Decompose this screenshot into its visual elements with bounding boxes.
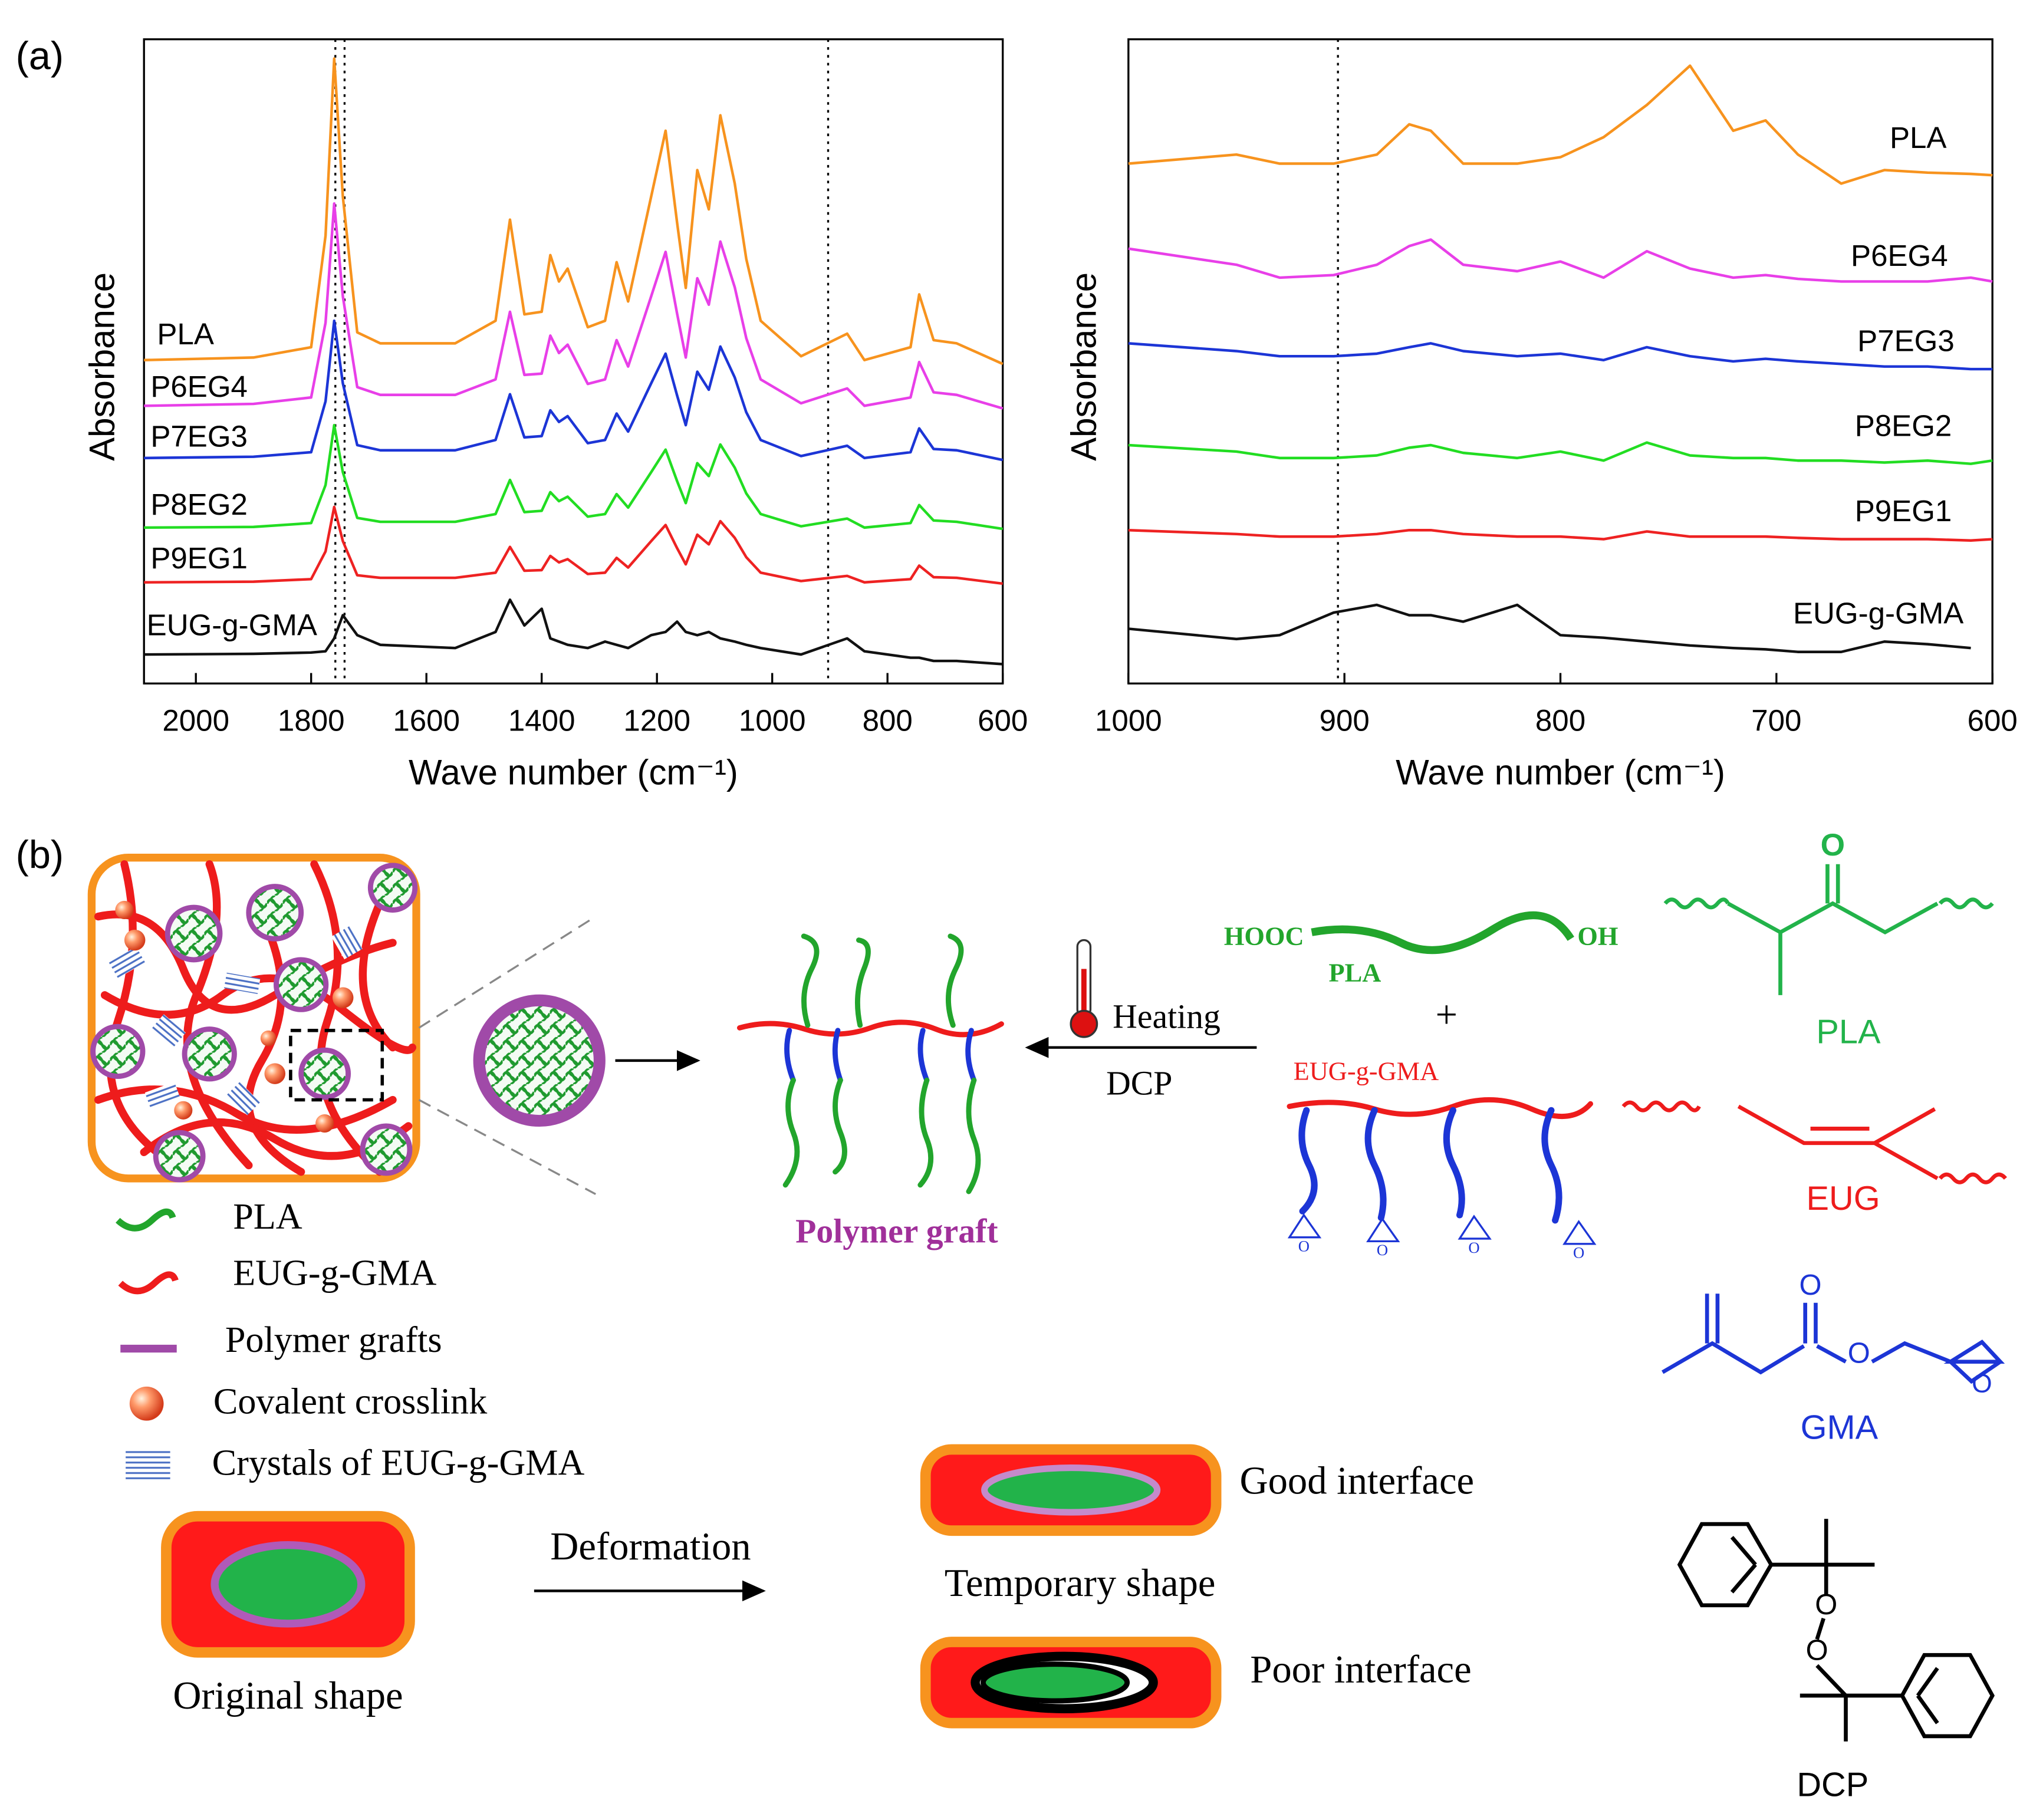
y-axis-label: Absorbance [1064,272,1104,461]
shape-drawings [161,1444,1222,1729]
series-label: P6EG4 [1851,239,1948,272]
shape-label: Original shape [173,1674,403,1717]
spectrum-line [144,319,1004,462]
heating-arrow [1025,939,1257,1058]
series-label: PLA [157,317,214,351]
spectrum-line [144,505,1003,585]
x-tick-label: 2000 [162,703,229,737]
x-tick-label: 800 [863,703,913,737]
spectrum-line [144,57,1004,366]
spectrum-line [144,202,1004,410]
dcp-label: DCP [1106,1065,1172,1102]
plot-frame [143,38,1004,684]
series-label: EUG-g-GMA [147,608,317,641]
x-tick-label: 1600 [393,703,460,737]
x-tick-label: 700 [1751,703,1801,737]
legend-label: Polymer grafts [225,1320,442,1360]
series-label: P8EG2 [1855,409,1952,443]
spectrum-line [1128,529,1993,542]
interface-label: Good interface [1240,1460,1475,1503]
x-tick-label: 1800 [278,703,345,737]
dcp-structure [1677,1519,1995,1742]
atom: O [1806,1635,1828,1667]
polymer-graft-drawing [736,933,1004,1194]
x-axis-label: Wave number (cm⁻¹) [1396,753,1725,792]
structure-label: GMA [1801,1408,1879,1446]
structure-label: PLA [1816,1013,1881,1051]
atom: O [1468,1239,1479,1256]
atom: O [1848,1337,1870,1369]
eug-reactant-label: EUG-g-GMA [1294,1056,1439,1085]
atom: O [1821,828,1845,863]
atom: O [1377,1241,1388,1259]
x-axis-label: Wave number (cm⁻¹) [409,753,738,792]
legend-label: PLA [233,1197,302,1237]
structure-label: DCP [1797,1766,1868,1804]
legend-label: Covalent crosslink [213,1381,488,1421]
panel-label: (b) [16,833,64,877]
atom: O [1815,1589,1837,1621]
oh: OH [1577,921,1618,951]
atom: O [1298,1238,1310,1255]
arrow-label: Deformation [550,1525,751,1568]
eug-g-gma-chain [1287,1097,1597,1245]
x-tick-label: 800 [1535,703,1585,737]
spectrum-line [1128,64,1993,185]
series-label: P8EG2 [150,488,248,521]
spectrum-line [144,423,1004,531]
y-axis-label: Absorbance [82,272,121,461]
pla-chain [1311,911,1574,955]
panel-label: (a) [16,35,64,78]
series-label: P9EG1 [1855,494,1952,528]
x-tick-label: 1000 [1095,703,1162,737]
spectrum-line [1128,238,1993,283]
legend-label: Crystals of EUG-g-GMA [212,1443,585,1483]
spectrum-line [1128,603,1971,653]
atom: O [1800,1269,1822,1301]
series-label: P7EG3 [1857,324,1955,357]
series-label: P6EG4 [150,370,248,403]
pla-reactant-label: PLA [1329,958,1381,988]
series-label: P7EG3 [150,419,248,453]
atom: O [1972,1369,1992,1398]
legend-label: EUG-g-GMA [233,1253,436,1294]
gma-structure [1662,1294,2005,1384]
x-tick-label: 600 [1968,703,2018,737]
x-tick-label: 1400 [508,703,575,737]
shape-label: Temporary shape [945,1562,1216,1605]
charts: 2000 1800 1600 1400 1200 1000 800 600 PLA P6EG4 P7… [82,38,2018,792]
x-tick-label: 900 [1320,703,1370,737]
x-tick-label: 600 [978,703,1028,737]
diagram-legend [116,1208,179,1483]
atom: O [1573,1244,1584,1262]
heating-label: Heating [1113,998,1221,1035]
interface-label: Poor interface [1250,1648,1471,1691]
spectrum-line [1128,441,1993,465]
series-label: P9EG1 [150,541,248,575]
spectrum-line [1128,342,1993,371]
series-label: EUG-g-GMA [1793,596,1963,630]
structure-label: EUG [1807,1180,1880,1217]
series-label: PLA [1890,121,1947,154]
x-tick-label: 1200 [623,703,690,737]
plus: + [1436,993,1458,1036]
plot-frame [1127,38,1993,684]
network-box [87,854,700,1195]
x-tick-label: 1000 [739,703,806,737]
polymer-graft-label: Polymer graft [795,1213,998,1250]
pla-structure [1663,864,1994,995]
hooc: HOOC [1224,921,1304,951]
eug-structure [1621,1100,2007,1184]
spectrum-line [144,598,1003,666]
